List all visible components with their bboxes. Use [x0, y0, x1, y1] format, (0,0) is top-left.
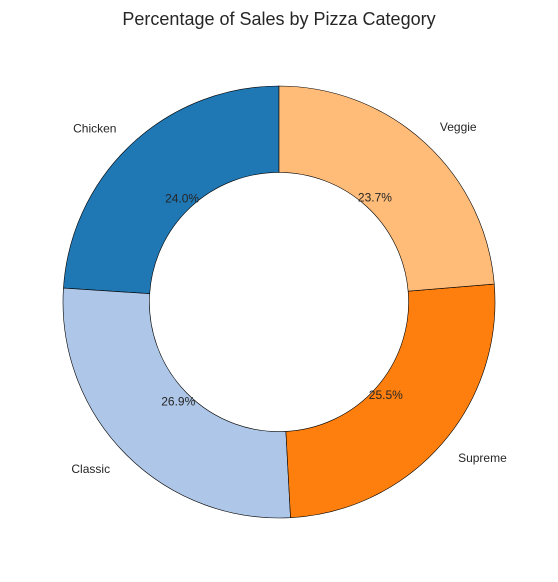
category-label-classic: Classic	[71, 462, 110, 476]
slice-chicken	[63, 85, 280, 294]
slice-veggie	[278, 85, 495, 292]
percent-label-supreme: 25.5%	[369, 388, 403, 402]
percent-label-chicken: 24.0%	[165, 192, 199, 206]
percent-label-veggie: 23.7%	[358, 191, 392, 205]
percent-labels-group: 24.0% 26.9% 25.5% 23.7%	[161, 191, 403, 409]
percent-label-classic: 26.9%	[161, 395, 195, 409]
category-label-veggie: Veggie	[440, 120, 477, 134]
category-labels-group: Chicken Classic Supreme Veggie	[71, 120, 507, 476]
slice-classic	[62, 287, 291, 519]
category-label-supreme: Supreme	[458, 451, 507, 465]
category-label-chicken: Chicken	[73, 122, 116, 136]
slice-supreme	[285, 283, 496, 519]
slices-group	[62, 85, 496, 519]
chart-title: Percentage of Sales by Pizza Category	[122, 9, 435, 29]
